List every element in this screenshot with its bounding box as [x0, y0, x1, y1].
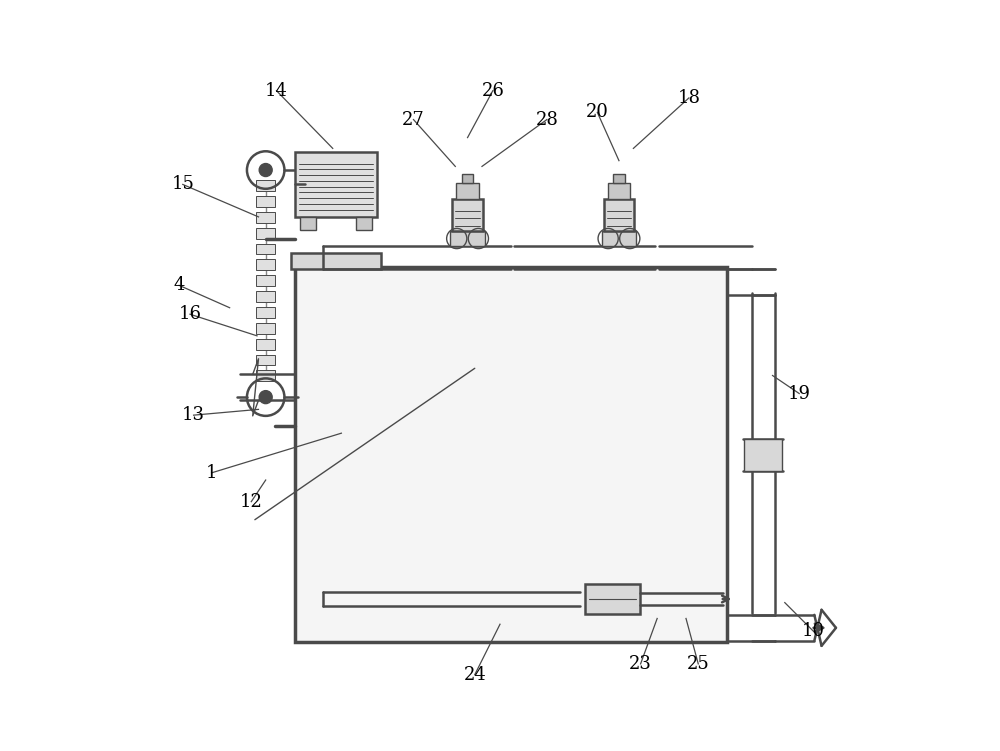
Text: 20: 20 — [586, 104, 609, 122]
Text: 28: 28 — [535, 110, 558, 128]
Bar — [295, 267, 727, 642]
Bar — [462, 174, 473, 183]
Bar — [452, 199, 483, 231]
Text: 27: 27 — [402, 110, 425, 128]
Bar — [744, 439, 782, 471]
Bar — [256, 180, 275, 191]
Circle shape — [259, 164, 272, 176]
Text: 10: 10 — [802, 623, 825, 641]
Bar — [356, 217, 372, 230]
Circle shape — [259, 391, 272, 403]
Bar — [256, 323, 275, 333]
Text: 14: 14 — [265, 82, 288, 100]
Bar — [256, 339, 275, 349]
Text: 16: 16 — [178, 305, 201, 323]
Bar — [256, 354, 275, 366]
Bar — [256, 243, 275, 255]
Bar — [256, 259, 275, 270]
Text: 23: 23 — [629, 655, 652, 673]
Bar — [256, 276, 275, 286]
Text: 25: 25 — [687, 655, 710, 673]
Bar — [291, 253, 381, 269]
Bar — [456, 183, 479, 199]
Text: 1: 1 — [206, 464, 217, 482]
Bar — [295, 152, 377, 217]
Text: 19: 19 — [788, 385, 811, 403]
Text: 26: 26 — [481, 82, 504, 100]
Text: 15: 15 — [171, 176, 194, 194]
Bar — [608, 183, 630, 199]
Bar — [602, 231, 636, 246]
Text: 24: 24 — [463, 665, 486, 683]
Bar — [450, 231, 485, 246]
Bar — [300, 217, 316, 230]
Text: 12: 12 — [240, 493, 263, 511]
Text: 13: 13 — [182, 406, 205, 424]
Bar — [256, 370, 275, 382]
Bar — [256, 291, 275, 302]
Bar — [585, 584, 640, 614]
Text: 4: 4 — [173, 276, 185, 294]
Bar — [604, 199, 634, 231]
Bar — [613, 174, 625, 183]
Bar — [256, 212, 275, 222]
Bar — [256, 307, 275, 318]
Bar — [256, 196, 275, 207]
Bar — [256, 228, 275, 239]
Text: 18: 18 — [677, 89, 700, 107]
